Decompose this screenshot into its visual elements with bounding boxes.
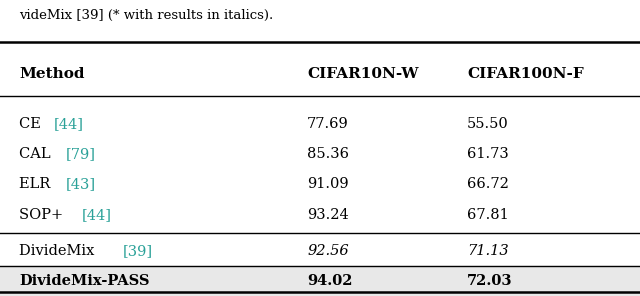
Text: 94.02: 94.02: [307, 274, 353, 288]
Text: 93.24: 93.24: [307, 208, 349, 222]
Text: 72.03: 72.03: [467, 274, 513, 288]
Text: 66.72: 66.72: [467, 177, 509, 191]
Text: CIFAR100N-F: CIFAR100N-F: [467, 67, 584, 81]
Text: 67.81: 67.81: [467, 208, 509, 222]
Text: ELR: ELR: [19, 177, 55, 191]
Text: 55.50: 55.50: [467, 117, 509, 131]
Bar: [0, 266, 640, 296]
Text: DivideMix-PASS: DivideMix-PASS: [19, 274, 150, 288]
Text: 77.69: 77.69: [307, 117, 349, 131]
Text: 91.09: 91.09: [307, 177, 349, 191]
Text: DivideMix: DivideMix: [19, 244, 99, 258]
Text: [79]: [79]: [66, 147, 96, 161]
Text: 85.36: 85.36: [307, 147, 349, 161]
Text: [44]: [44]: [82, 208, 112, 222]
Text: CIFAR10N-W: CIFAR10N-W: [307, 67, 419, 81]
Text: [39]: [39]: [122, 244, 152, 258]
Text: videMix [39] (* with results in italics).: videMix [39] (* with results in italics)…: [19, 9, 273, 22]
Text: 71.13: 71.13: [467, 244, 509, 258]
Text: CE: CE: [19, 117, 45, 131]
Text: CAL: CAL: [19, 147, 56, 161]
Text: 92.56: 92.56: [307, 244, 349, 258]
Text: 61.73: 61.73: [467, 147, 509, 161]
Text: [44]: [44]: [53, 117, 83, 131]
Text: SOP+: SOP+: [19, 208, 68, 222]
Text: [43]: [43]: [65, 177, 95, 191]
Text: Method: Method: [19, 67, 84, 81]
